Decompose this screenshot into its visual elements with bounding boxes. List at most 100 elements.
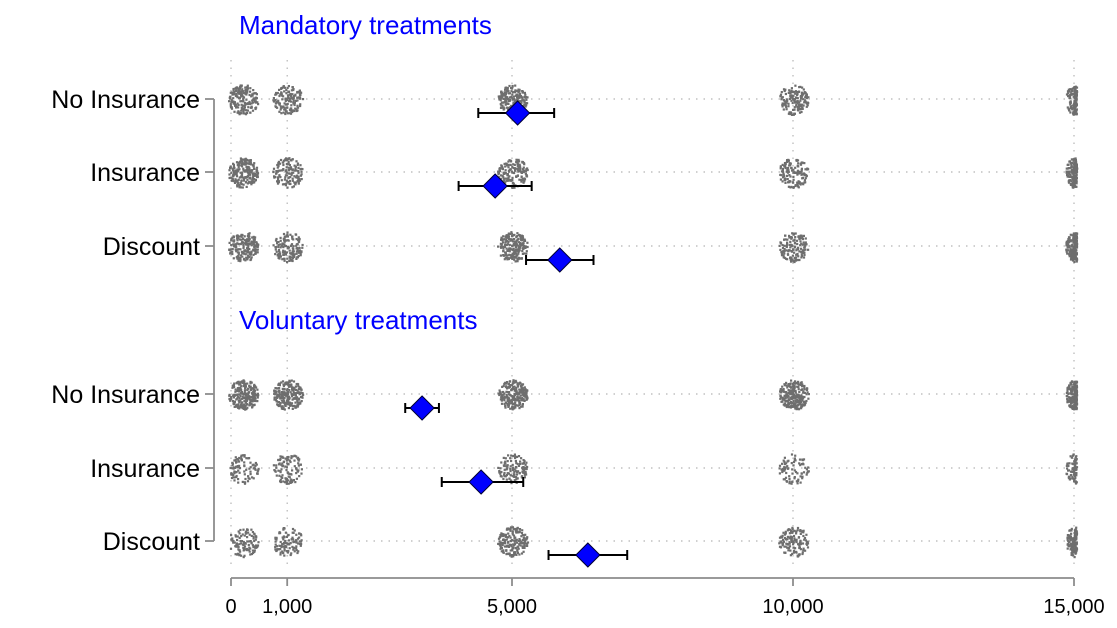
data-dot (515, 249, 518, 252)
data-dot (505, 402, 508, 405)
data-dot (523, 471, 526, 474)
data-dot (782, 540, 785, 543)
data-dot (510, 398, 513, 402)
data-dot (248, 235, 251, 238)
data-dot (279, 93, 282, 96)
data-dot (797, 165, 800, 168)
row-label: Insurance (90, 159, 200, 187)
data-dot (786, 243, 789, 246)
data-dot (513, 240, 516, 243)
data-dot (230, 476, 234, 480)
data-dot (499, 475, 502, 478)
data-dot (249, 466, 252, 469)
data-dot (506, 97, 510, 101)
data-dot (505, 240, 509, 243)
data-dot (790, 94, 793, 97)
data-dot (228, 169, 231, 172)
data-dot (295, 455, 298, 458)
data-dot (789, 392, 792, 396)
data-dot (499, 467, 502, 470)
data-dot (786, 543, 789, 546)
data-dot (1073, 106, 1076, 109)
data-dot (512, 385, 515, 388)
data-dot (1067, 163, 1070, 166)
data-dot (1075, 242, 1078, 245)
data-dot (792, 168, 795, 171)
data-dot (284, 235, 287, 238)
data-dot (273, 398, 276, 401)
data-dot (297, 166, 300, 169)
data-dot (505, 465, 508, 468)
data-dot (288, 172, 291, 175)
data-dot (282, 538, 285, 541)
data-dot (792, 464, 795, 467)
data-dot (1067, 241, 1070, 244)
data-dot (783, 383, 786, 386)
data-dot (511, 463, 514, 466)
data-dot (241, 107, 244, 111)
data-dot (522, 539, 525, 542)
data-dot (1074, 552, 1077, 555)
data-dot (290, 394, 294, 397)
data-dot (1073, 532, 1076, 535)
data-dot (794, 92, 797, 95)
data-dot (504, 396, 507, 399)
data-dot (279, 480, 282, 483)
data-dot (235, 250, 238, 253)
data-dot (240, 403, 243, 406)
data-dot (279, 393, 282, 396)
data-dot (501, 385, 504, 388)
data-dot (510, 543, 513, 546)
data-dot (253, 545, 256, 548)
data-dot (297, 182, 300, 185)
data-dot (788, 545, 792, 548)
data-dot (1072, 257, 1076, 260)
data-dot (285, 466, 288, 469)
data-dot (798, 544, 801, 547)
data-dot (501, 95, 504, 98)
data-dot (240, 179, 243, 182)
data-dot (279, 243, 282, 246)
data-dot (1073, 241, 1076, 244)
data-dot (291, 158, 294, 161)
data-dot (524, 471, 527, 474)
data-dot (511, 531, 514, 534)
data-dot (254, 392, 257, 395)
data-dot (797, 380, 800, 383)
data-dot (289, 553, 292, 557)
data-dot (272, 464, 275, 467)
data-dot (1073, 395, 1076, 398)
data-dot (301, 98, 305, 101)
data-dot (504, 540, 507, 543)
data-dot (254, 394, 257, 397)
data-dot (248, 167, 251, 170)
data-dot (277, 250, 281, 253)
data-dot (248, 232, 251, 235)
data-dot (523, 178, 526, 181)
data-dot (516, 393, 519, 396)
data-dot (255, 93, 258, 96)
data-dot (1074, 178, 1078, 181)
data-dot (500, 399, 503, 402)
data-dot (235, 256, 238, 259)
data-dot (514, 455, 517, 458)
data-dot (499, 393, 502, 396)
data-dot (235, 393, 238, 396)
data-dot (244, 253, 247, 256)
data-dot (282, 480, 285, 483)
data-dot (248, 540, 251, 543)
data-dot (245, 86, 248, 89)
data-dot (286, 98, 289, 101)
data-dot (807, 96, 810, 99)
data-dot (803, 395, 806, 399)
data-dot (254, 397, 257, 400)
data-dot (237, 530, 240, 533)
data-dot (510, 231, 513, 234)
data-dot (503, 473, 506, 476)
data-dot (284, 539, 287, 543)
data-dot (235, 94, 238, 97)
data-dot (783, 394, 786, 397)
data-dot (800, 182, 804, 185)
data-dot (229, 91, 232, 94)
data-dot (239, 381, 242, 384)
